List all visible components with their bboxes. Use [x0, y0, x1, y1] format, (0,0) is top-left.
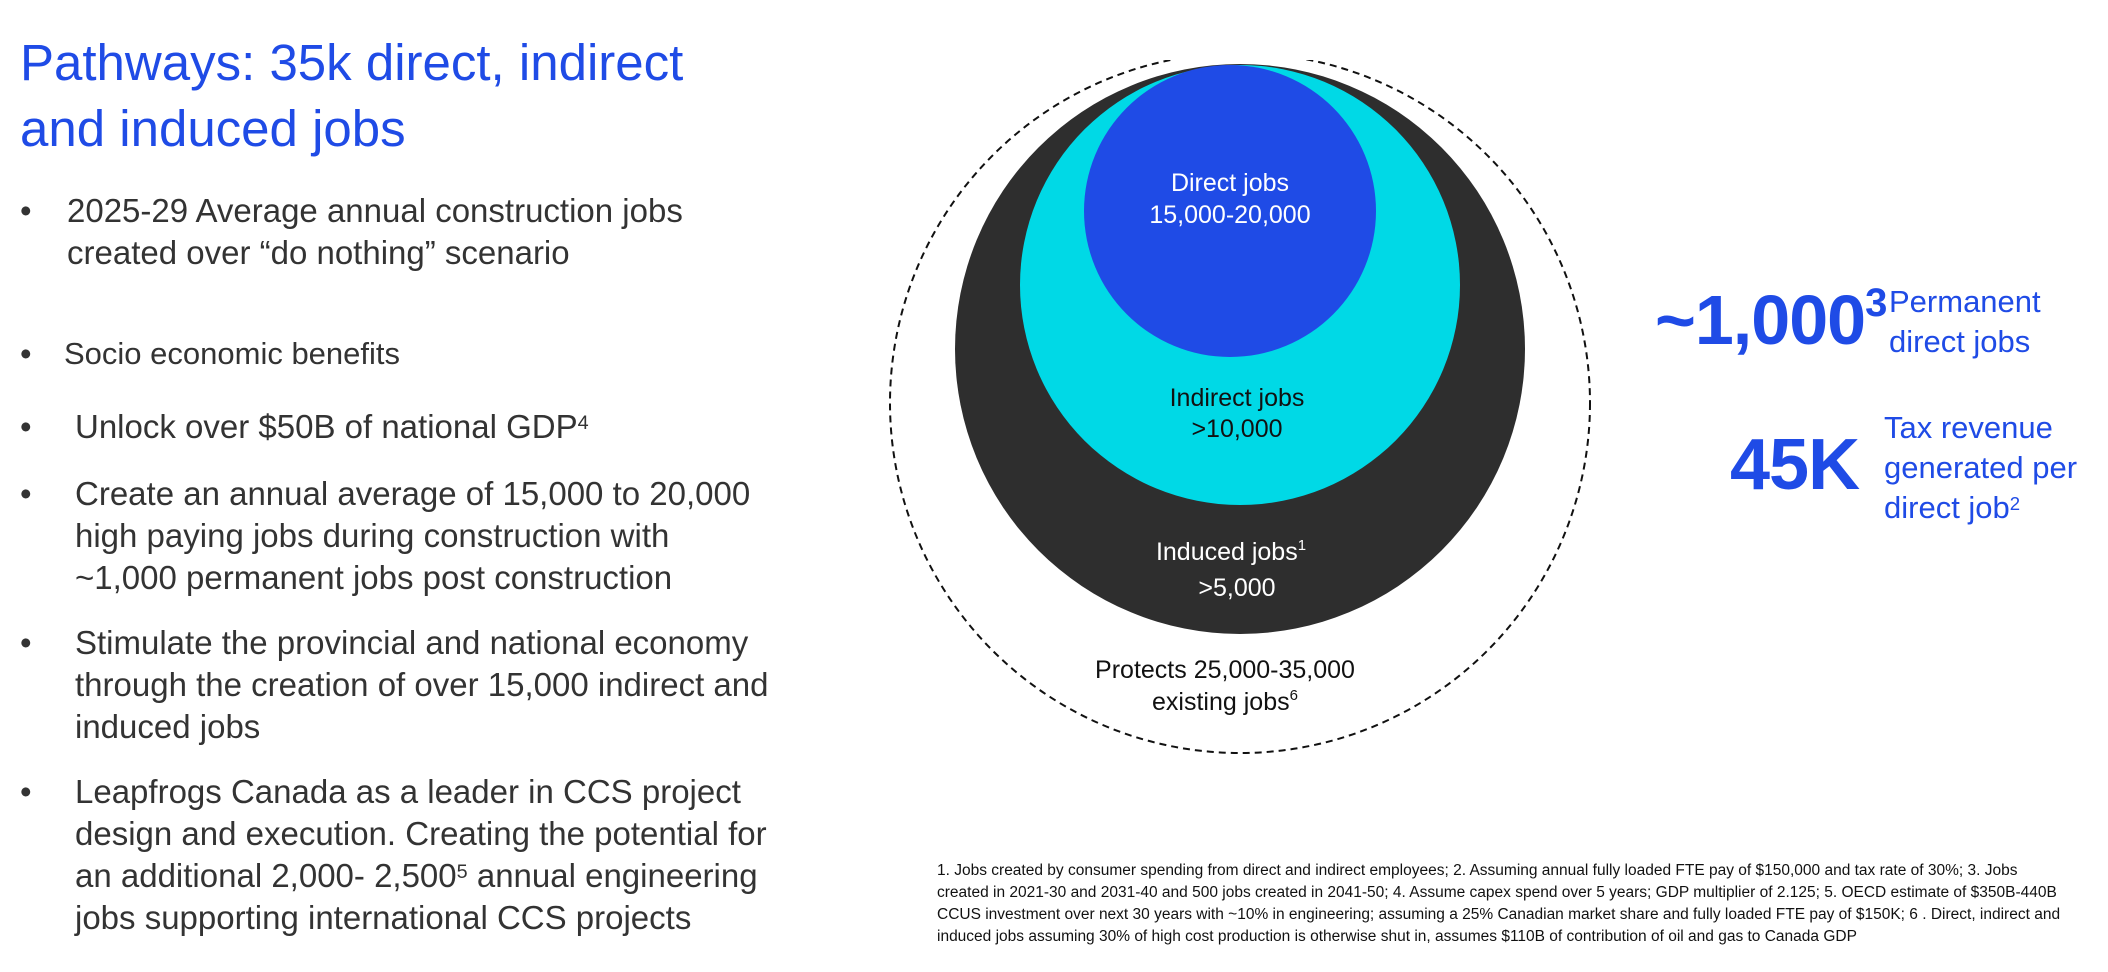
protects-jobs-line2-text: existing jobs [1152, 688, 1290, 716]
bullet-dot: • [20, 475, 32, 512]
direct-jobs-label: Direct jobs [1171, 169, 1289, 197]
footnote-ref: 5 [456, 861, 468, 884]
bullet-text-main: Leapfrogs Canada as a leader in CCS proj… [75, 773, 767, 894]
bullet-text: Stimulate the provincial and national ec… [75, 624, 769, 745]
footnote-ref: 6 [1290, 687, 1298, 704]
metric-label: Tax revenue generated per direct job2 [1884, 408, 2104, 528]
bullet-dot: • [20, 408, 32, 445]
metric-label-line: direct job2 [1884, 488, 2104, 528]
indirect-jobs-label: Indirect jobs [1170, 384, 1305, 412]
protects-jobs-line1: Protects 25,000-35,000 [1095, 656, 1355, 684]
metric-label-text: direct job [1884, 490, 2010, 525]
metric-label-line: Permanent [1889, 284, 2041, 319]
bullet-dot: • [20, 192, 32, 229]
metric-number: 45K [1730, 425, 1860, 505]
metric-label-line: generated per [1884, 450, 2078, 485]
metric-label-line: direct jobs [1889, 324, 2031, 359]
direct-jobs-value: 15,000-20,000 [1149, 201, 1310, 229]
direct-jobs-circle [1084, 65, 1376, 357]
metric-value: 45K [1730, 422, 1860, 508]
footnote-ref: 4 [577, 412, 589, 435]
protects-boundary-circle [889, 60, 1591, 754]
footnote-ref: 1 [1298, 537, 1306, 554]
footnotes: 1. Jobs created by consumer spending fro… [937, 862, 2061, 945]
jobs-nested-circle-diagram: Direct jobs 15,000-20,000 Indirect jobs … [889, 60, 1591, 754]
indirect-jobs-value: >10,000 [1191, 415, 1282, 443]
footnote-ref: 3 [1865, 281, 1887, 325]
bullet-text-tail: annual engineering jobs supporting inter… [75, 857, 758, 936]
bullet-text: 2025-29 Average annual construction jobs… [67, 192, 683, 271]
bullet-text: Unlock over $50B of national GDP4 [75, 406, 775, 448]
metric-number: ~1,000 [1655, 281, 1866, 359]
bullet-dot: • [20, 624, 32, 661]
induced-jobs-label: Induced jobs1 [1156, 537, 1306, 566]
bullet-text: Socio economic benefits [64, 336, 401, 371]
page-title: Pathways: 35k direct, indirect and induc… [20, 34, 684, 157]
bullet-dot: • [20, 773, 32, 810]
metric-label: Permanent direct jobs [1889, 282, 2089, 362]
bullet-dot: • [20, 335, 32, 372]
metric-label-line: Tax revenue [1884, 410, 2053, 445]
bullet-text-main: Unlock over $50B of national GDP [75, 408, 578, 445]
bullet-text: Leapfrogs Canada as a leader in CCS proj… [75, 771, 775, 939]
bullet-text: Create an annual average of 15,000 to 20… [75, 475, 751, 596]
induced-jobs-label-text: Induced jobs [1156, 538, 1298, 566]
protects-jobs-line2: existing jobs6 [1152, 687, 1298, 716]
induced-jobs-value: >5,000 [1198, 574, 1275, 602]
metric-value: ~1,0003 [1655, 280, 1887, 360]
footnote-ref: 2 [2009, 492, 2021, 514]
